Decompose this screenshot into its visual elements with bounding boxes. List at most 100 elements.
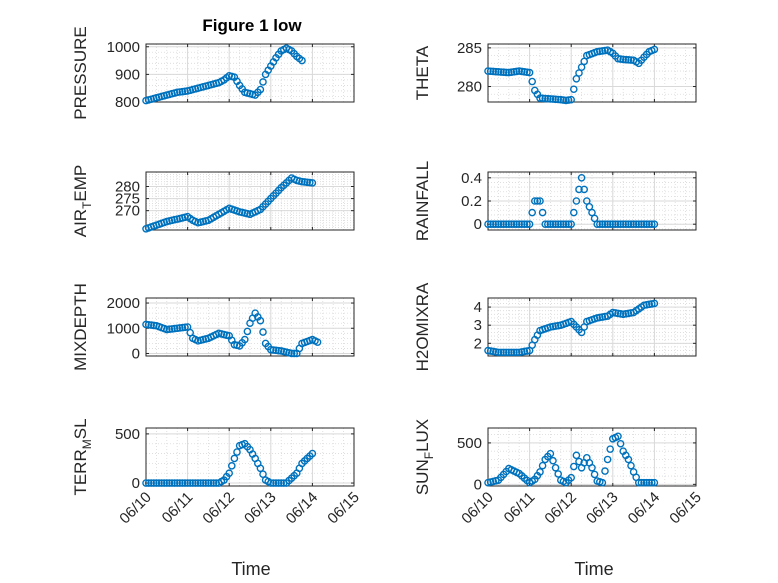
data-point [507, 348, 516, 357]
x-tick-label: 06/10 [116, 489, 155, 528]
data-point [627, 220, 635, 228]
data-point [266, 479, 275, 487]
data-point [499, 220, 508, 228]
data-point [640, 220, 648, 228]
data-point [570, 208, 578, 217]
data-point [300, 178, 309, 186]
data-point [624, 56, 633, 64]
data-point [290, 349, 299, 358]
x-tick-label: 06/13 [241, 489, 280, 528]
x-tick-label: 06/12 [199, 489, 238, 528]
data-point [165, 325, 174, 334]
data-point [259, 328, 267, 336]
y-tick-label: 2000 [107, 295, 140, 312]
x-axis-label-right: Time [574, 559, 613, 579]
y-axis-label: AIRTEMP [71, 165, 94, 238]
data-point [259, 78, 267, 86]
data-point [144, 320, 153, 329]
data-point [528, 77, 537, 86]
x-tick-label: 06/13 [583, 489, 622, 528]
y-tick-label: 0 [132, 345, 140, 362]
data-point [648, 478, 656, 487]
data-point [162, 479, 171, 487]
data-point [494, 68, 503, 76]
data-point [303, 178, 312, 187]
data-point [155, 479, 163, 487]
y-tick-label: 280 [115, 179, 140, 196]
data-point [512, 220, 521, 228]
y-tick-label: 0.2 [461, 193, 482, 210]
data-point [204, 479, 213, 487]
y-axis-label: MIXDEPTH [71, 283, 90, 371]
data-point [603, 220, 612, 228]
data-point [575, 185, 583, 194]
data-point [165, 479, 174, 487]
y-tick-label: 1000 [107, 320, 140, 337]
data-point [175, 324, 184, 332]
data-point [536, 94, 544, 102]
x-tick-label: 06/15 [324, 489, 363, 528]
y-axis-label: TERRMSL [71, 418, 94, 495]
data-point [525, 68, 534, 77]
data-point [619, 220, 628, 228]
data-point [308, 449, 317, 458]
data-point [541, 220, 550, 228]
y-tick-label: 0 [132, 475, 140, 492]
x-axis-label-left: Time [231, 559, 270, 579]
data-point [533, 197, 542, 205]
data-point [611, 220, 620, 228]
data-point [499, 348, 508, 357]
subplot-2: 280 285 THETA [413, 40, 697, 105]
data-point [510, 220, 518, 228]
y-tick-label: 280 [457, 79, 482, 96]
data-point [256, 316, 265, 325]
y-tick-label: 500 [457, 435, 482, 452]
data-point [170, 479, 179, 487]
data-point [147, 479, 155, 487]
data-point [642, 478, 651, 487]
data-point [635, 478, 643, 487]
data-point [230, 454, 239, 463]
data-point [546, 449, 555, 458]
data-point [645, 478, 654, 487]
data-point [305, 178, 314, 187]
data-point [588, 463, 596, 472]
subplot-8: 0 500 06/10 06/11 06/12 06/13 06/14 06/15 SUNFLU… [413, 419, 705, 528]
data-point [609, 220, 617, 228]
data-point [577, 173, 586, 182]
data-point [544, 220, 552, 228]
data-point [142, 479, 150, 487]
y-axis-label: THETA [413, 45, 432, 100]
data-point [157, 479, 166, 487]
data-point [233, 448, 241, 456]
data-point [497, 220, 505, 228]
data-point [596, 220, 604, 228]
data-point [567, 220, 576, 228]
data-point [538, 461, 547, 470]
data-point [598, 478, 607, 487]
data-point [520, 220, 529, 228]
data-point [590, 470, 599, 479]
data-point [489, 67, 498, 76]
data-point [549, 95, 557, 103]
data-point [142, 320, 150, 329]
data-point [502, 68, 511, 77]
data-point [536, 468, 544, 476]
subplot-1: 800 900 1000 PRESSURE [71, 26, 355, 120]
data-point [554, 470, 563, 478]
data-point [256, 85, 265, 94]
data-point [564, 220, 573, 228]
subplot-7: 0 500 06/10 06/11 06/12 06/13 06/14 06/15 TERRMS… [71, 418, 363, 527]
data-point [598, 220, 607, 228]
data-point [640, 478, 648, 487]
data-point [504, 348, 513, 357]
data-point [160, 479, 168, 487]
data-point [489, 220, 498, 228]
data-point [225, 469, 233, 478]
data-point [194, 479, 202, 487]
data-point [494, 220, 503, 228]
axes-box [487, 427, 697, 487]
data-point [168, 479, 176, 487]
data-point [313, 338, 322, 346]
